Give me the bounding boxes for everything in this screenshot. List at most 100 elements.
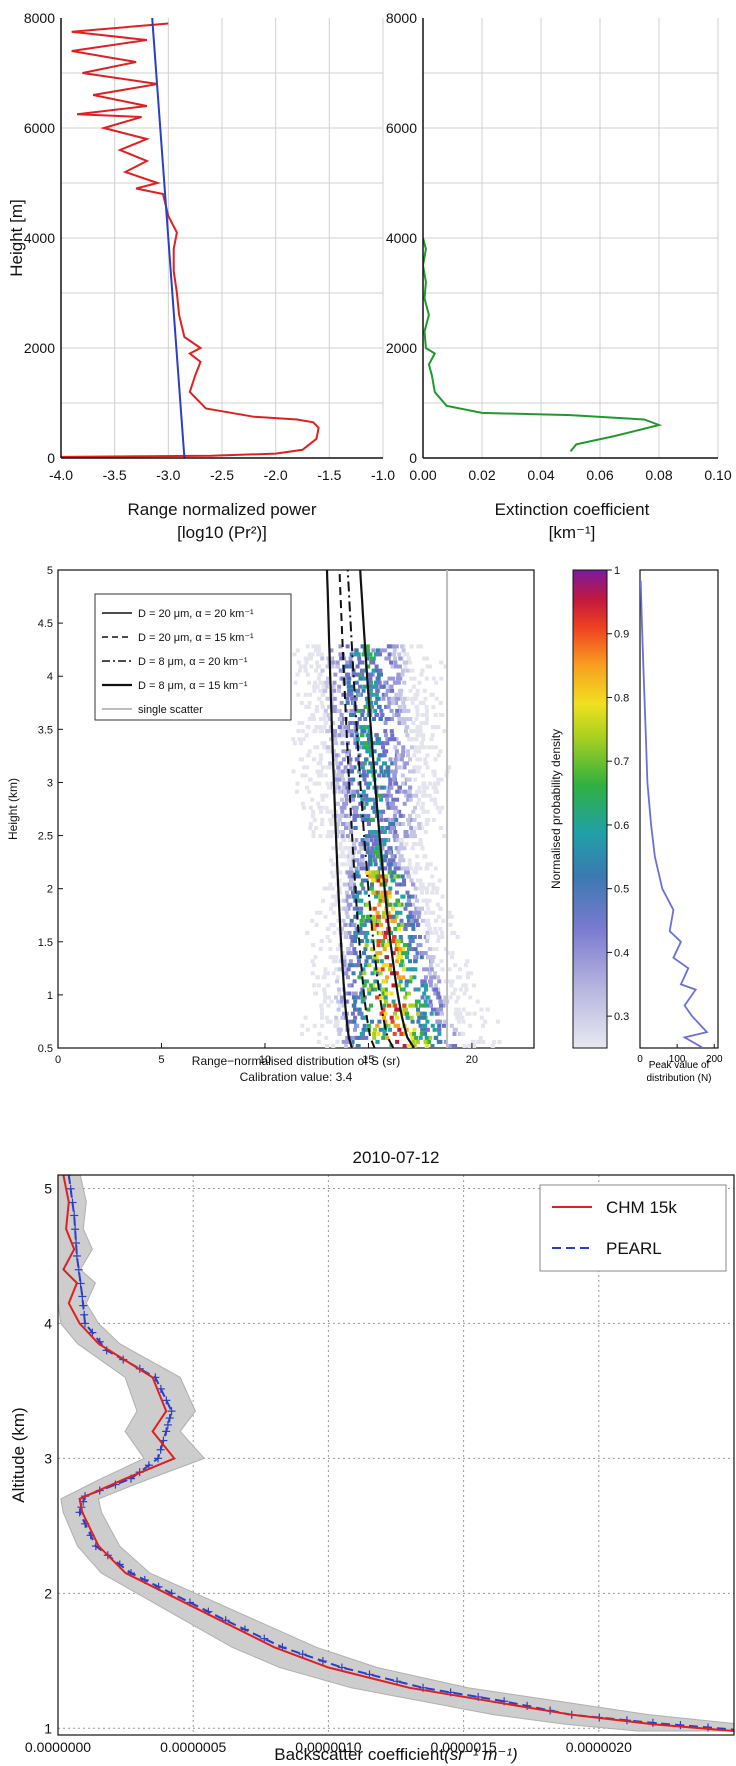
- chart-3-ytick: 2: [47, 884, 53, 896]
- chart-4-series-chm: [62, 1175, 734, 1732]
- chart-2-ytick: 8000: [386, 10, 417, 26]
- chart-3-legend-4: D = 8 μm, α = 15 km⁻¹: [138, 680, 248, 692]
- chart-1-power: -4.0 -3.5 -3.0 -2.5 -2.0 -1.5 -1.0 0 2000 4000 60…: [7, 10, 395, 542]
- chart-1-ylabel: Height [m]: [7, 199, 26, 276]
- chart-4-uncertainty-band: [58, 1175, 734, 1732]
- chart-3-xtick: 20: [466, 1054, 478, 1066]
- chart-2-xtick: 0.04: [527, 467, 554, 483]
- chart-3-peak-xtick: 0: [637, 1054, 643, 1065]
- chart-3-distribution: 0 5 10 15 20 0.511.522.533.544.55 D = 20 μm,…: [6, 565, 723, 1084]
- chart-3-xlabel-1: Range−normalised distribution of S (sr): [192, 1054, 400, 1068]
- chart-3-peak-series: [640, 580, 709, 1048]
- chart-3-legend-2: D = 20 μm, α = 15 km⁻¹: [138, 632, 254, 644]
- chart-3-xtick: 15: [362, 1054, 374, 1066]
- chart-4-xlabel: Backscatter coefficient(sr⁻¹ m⁻¹): [274, 1745, 517, 1764]
- chart-4-ytick: 4: [44, 1315, 52, 1331]
- chart-2-y-ticks: 0 2000 4000 6000 8000: [386, 10, 417, 466]
- chart-3-peak-x-ticks: 0 100 200: [637, 1044, 723, 1065]
- chart-4-title: 2010-07-12: [353, 1148, 440, 1167]
- chart-1-xtick: -3.0: [156, 467, 180, 483]
- chart-4-ytick: 3: [44, 1450, 52, 1466]
- chart-2-grid: [422, 18, 719, 458]
- chart-1-grid: [60, 18, 384, 458]
- chart-1-ytick: 6000: [24, 120, 55, 136]
- chart-3-ytick: 4: [47, 671, 53, 683]
- chart-1-series-blue: [151, 18, 186, 458]
- chart-2-ytick: 6000: [386, 120, 417, 136]
- chart-1-ytick: 2000: [24, 340, 55, 356]
- chart-3-colorbar-label: Normalised probability density: [549, 729, 563, 889]
- chart-4-ylabel: Altitude (km): [9, 1407, 28, 1502]
- chart-3-xtick: 0: [55, 1054, 61, 1066]
- chart-4-legend-chm: CHM 15k: [606, 1198, 677, 1217]
- chart-3-legend-5: single scatter: [138, 704, 203, 716]
- chart-4-legend-pearl: PEARL: [606, 1239, 662, 1258]
- chart-3-colorbar-ticks: 0.3 0.4 0.5 0.6 0.7 0.8 0.9 1: [607, 565, 629, 1023]
- chart-4-ytick: 2: [44, 1585, 52, 1601]
- chart-4-frame: [57, 1174, 735, 1736]
- chart-4-xtick: 0.0000015: [431, 1739, 497, 1755]
- chart-4-xtick: 0.0000005: [160, 1739, 226, 1755]
- chart-1-xtick: -2.0: [264, 467, 288, 483]
- chart-2-extinction: 0.00 0.02 0.04 0.06 0.08 0.10 0 2000 4000 6000 80…: [386, 10, 732, 542]
- chart-3-y-ticks: 0.5 1 1.5 2 2.5 3 3.5 4 4.5 5: [38, 565, 63, 1055]
- chart-1-xlabel-2: [log10 (Pr²)]: [177, 523, 267, 542]
- chart-2-xlabel-2: [km⁻¹]: [549, 523, 596, 542]
- chart-1-xlabel-1: Range normalized power: [128, 500, 317, 519]
- chart-3-colorbar-tick: 0.3: [614, 1011, 629, 1023]
- chart-4-xtick: 0.0000010: [295, 1739, 361, 1755]
- chart-4-xlabel-text: Backscatter coefficient: [274, 1745, 444, 1764]
- chart-4-xtick: 0.0000000: [25, 1739, 91, 1755]
- chart-3-xlabel-2: Calibration value: 3.4: [240, 1070, 353, 1084]
- chart-1-xtick: -1.5: [317, 467, 341, 483]
- chart-3-peak-panel: 0 100 200 Peak value of distribution (N): [637, 569, 723, 1084]
- chart-3-curve-dashdot: [346, 570, 395, 1048]
- chart-3-legend: D = 20 μm, α = 20 km⁻¹ D = 20 μm, α = 15…: [94, 593, 292, 721]
- chart-2-xtick: 0.08: [645, 467, 672, 483]
- chart-2-ytick: 2000: [386, 340, 417, 356]
- chart-1-xtick: -4.0: [49, 467, 73, 483]
- chart-4-x-ticks: 0.0000000 0.0000005 0.0000010 0.0000015 0.00…: [25, 1739, 632, 1755]
- chart-4-legend: CHM 15k PEARL: [539, 1184, 727, 1272]
- chart-1-axes: [60, 18, 383, 459]
- chart-1-x-ticks: -4.0 -3.5 -3.0 -2.5 -2.0 -1.5 -1.0: [49, 467, 395, 483]
- chart-2-x-ticks: 0.00 0.02 0.04 0.06 0.08 0.10: [409, 467, 731, 483]
- chart-1-xtick: -1.0: [371, 467, 395, 483]
- chart-2-xlabel-1: Extinction coefficient: [495, 500, 650, 519]
- chart-2-series-green: [423, 237, 663, 453]
- chart-3-colorbar-tick: 0.9: [614, 629, 629, 641]
- chart-3-peak-xlabel-2: distribution (N): [646, 1073, 711, 1084]
- chart-3-colorbar-tick: 1: [614, 565, 620, 577]
- chart-2-xtick: 0.02: [468, 467, 495, 483]
- chart-3-colorbar-tick: 0.6: [614, 820, 629, 832]
- chart-3-peak-xlabel-1: Peak value of: [649, 1060, 710, 1071]
- chart-2-xtick: 0.10: [704, 467, 731, 483]
- chart-1-xtick: -3.5: [103, 467, 127, 483]
- chart-2-ytick: 0: [409, 450, 417, 466]
- chart-1-ytick: 4000: [24, 230, 55, 246]
- chart-4-series-pearl: [67, 1175, 734, 1731]
- chart-3-colorbar-tick: 0.8: [614, 692, 629, 704]
- chart-3-legend-3: D = 8 μm, α = 20 km⁻¹: [138, 656, 248, 668]
- chart-3-ytick: 3: [47, 777, 53, 789]
- chart-3-ytick: 1: [47, 990, 53, 1002]
- chart-3-legend-1: D = 20 μm, α = 20 km⁻¹: [138, 608, 254, 620]
- chart-4-xlabel-units: (sr⁻¹ m⁻¹): [444, 1745, 518, 1764]
- chart-3-heatmap-cells: [286, 644, 502, 1048]
- chart-1-series-red: [61, 22, 320, 458]
- chart-3-curve-solid-a: [325, 570, 353, 1048]
- chart-3-colorbar: 0.3 0.4 0.5 0.6 0.7 0.8 0.9 1 Normalised probab…: [549, 565, 629, 1049]
- chart-2-axes: [422, 18, 718, 459]
- chart-3-colorbar-tick: 0.5: [614, 884, 629, 896]
- chart-3-ytick: 0.5: [38, 1043, 53, 1055]
- chart-3-peak-xtick: 200: [706, 1054, 723, 1065]
- chart-4-backscatter: 2010-07-12 0.0000000 0.0000005 0.0000010 0.…: [9, 1148, 735, 1764]
- chart-4-ytick: 1: [44, 1720, 52, 1736]
- chart-3-xtick: 10: [259, 1054, 271, 1066]
- chart-3-ytick: 2.5: [38, 831, 53, 843]
- chart-3-xtick: 5: [158, 1054, 164, 1066]
- chart-1-ytick: 0: [47, 450, 55, 466]
- chart-4-ytick: 5: [44, 1180, 52, 1196]
- chart-3-ytick: 5: [47, 565, 53, 577]
